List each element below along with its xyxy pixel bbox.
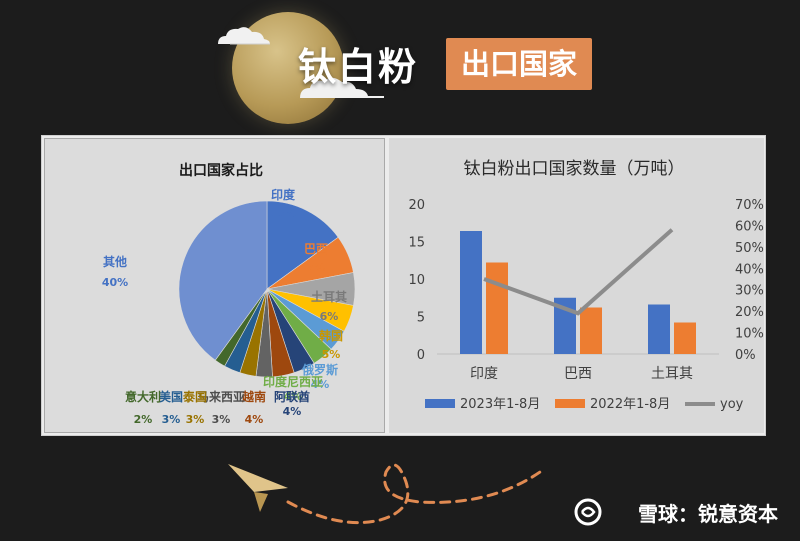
- legend-swatch: [555, 399, 585, 408]
- cloud-icon: [300, 77, 384, 98]
- legend-swatch: [425, 399, 455, 408]
- y2-tick-label: 20%: [735, 305, 764, 320]
- pie-slice: [178, 200, 268, 361]
- pie-slice-label: 马来西亚: [197, 389, 245, 404]
- y2-tick-label: 40%: [735, 262, 764, 277]
- cloud-icon: [218, 27, 270, 45]
- pie-slice-value: 15%: [270, 207, 296, 220]
- pie-slice-value: 5%: [322, 348, 341, 361]
- pie-slice-label: 印度: [271, 187, 296, 202]
- pie-slice-label: 土耳其: [311, 289, 347, 304]
- pie-slice: [266, 200, 339, 290]
- paper-plane-decoration: [228, 463, 542, 525]
- pie-slice-label: 韩国: [319, 328, 343, 343]
- bar: [486, 262, 508, 354]
- pie-slice-value: 40%: [102, 276, 128, 289]
- pie-slice-value: 4%: [245, 413, 264, 426]
- bar: [674, 322, 696, 354]
- legend-swatch: [685, 402, 715, 406]
- snowball-logo-icon: [574, 498, 602, 526]
- pie-slice-label: 阿联酋: [274, 389, 310, 404]
- bar-chart-title: 钛白粉出口国家数量（万吨）: [464, 159, 685, 179]
- y-tick-label: 20: [408, 198, 425, 213]
- bar-chart: 钛白粉出口国家数量（万吨） 0 5 10 15 20 0% 10% 20% 30% 40% 50% 6…: [408, 159, 764, 412]
- pie-slice-label: 俄罗斯: [301, 362, 338, 377]
- paper-plane-wing-icon: [254, 492, 268, 512]
- bar-chart-panel: 钛白粉出口国家数量（万吨） 0 5 10 15 20 0% 10% 20% 30% 40% 50% 6…: [389, 138, 764, 433]
- yoy-line: [483, 228, 674, 316]
- y-tick-label: 5: [417, 311, 425, 326]
- legend-label: 2022年1-8月: [590, 397, 670, 412]
- watermark: 雪球：锐意资本: [638, 502, 778, 526]
- pie-slice-value: 4%: [311, 378, 330, 391]
- legend-label: 2023年1-8月: [460, 397, 540, 412]
- pie-slice-value: 2%: [134, 413, 153, 426]
- bar: [648, 304, 670, 354]
- bar: [460, 231, 482, 354]
- paper-plane-icon: [228, 464, 288, 492]
- y-tick-label: 0: [417, 348, 425, 363]
- pie-slice-label: 其他: [103, 254, 127, 269]
- y2-tick-label: 70%: [735, 198, 764, 213]
- y2-tick-label: 0%: [735, 348, 756, 363]
- pie-slice-label: 越南: [241, 389, 266, 404]
- pie-slice-value: 3%: [162, 413, 181, 426]
- pie-slice-value: 6%: [320, 310, 339, 323]
- y2-tick-label: 10%: [735, 327, 764, 342]
- pie-slice-value: 3%: [186, 413, 205, 426]
- y2-tick-label: 30%: [735, 284, 764, 299]
- pie-chart-title: 出口国家占比: [179, 162, 263, 179]
- y2-tick-label: 50%: [735, 241, 764, 256]
- page-title: 钛白粉: [298, 45, 419, 89]
- y-tick-label: 15: [408, 236, 425, 251]
- y2-tick-label: 60%: [735, 219, 764, 234]
- pie-slice-value: 3%: [212, 413, 231, 426]
- pie-chart: 出口国家占比 印度15%巴西7%土耳其6%韩国5%俄罗斯4%印度尼西亚4%阿联酋…: [102, 162, 356, 426]
- bar: [580, 307, 602, 354]
- pie-slice-label: 泰国: [182, 389, 207, 404]
- pie-slice-value: 7%: [307, 261, 326, 274]
- x-tick-label: 土耳其: [651, 366, 693, 382]
- y-tick-label: 10: [408, 273, 425, 288]
- x-tick-label: 印度: [470, 366, 498, 382]
- pie-slice-label: 印度尼西亚: [263, 374, 323, 389]
- x-tick-label: 巴西: [564, 366, 592, 382]
- legend-label: yoy: [720, 397, 744, 412]
- title-badge: 出口国家: [446, 38, 592, 90]
- pie-slice-label: 美国: [159, 389, 183, 404]
- pie-chart-panel: 出口国家占比 印度 15% 巴西 7% 土耳其 6% 韩国 5% 俄罗斯 4% 印度尼西亚 4% 阿联酋…: [44, 138, 385, 433]
- pie-slice-value: 4%: [283, 405, 302, 418]
- pie-slice-label: 意大利: [125, 389, 161, 404]
- pie-slice-label: 巴西: [304, 242, 328, 256]
- pie-slice-value: 4%: [284, 390, 303, 403]
